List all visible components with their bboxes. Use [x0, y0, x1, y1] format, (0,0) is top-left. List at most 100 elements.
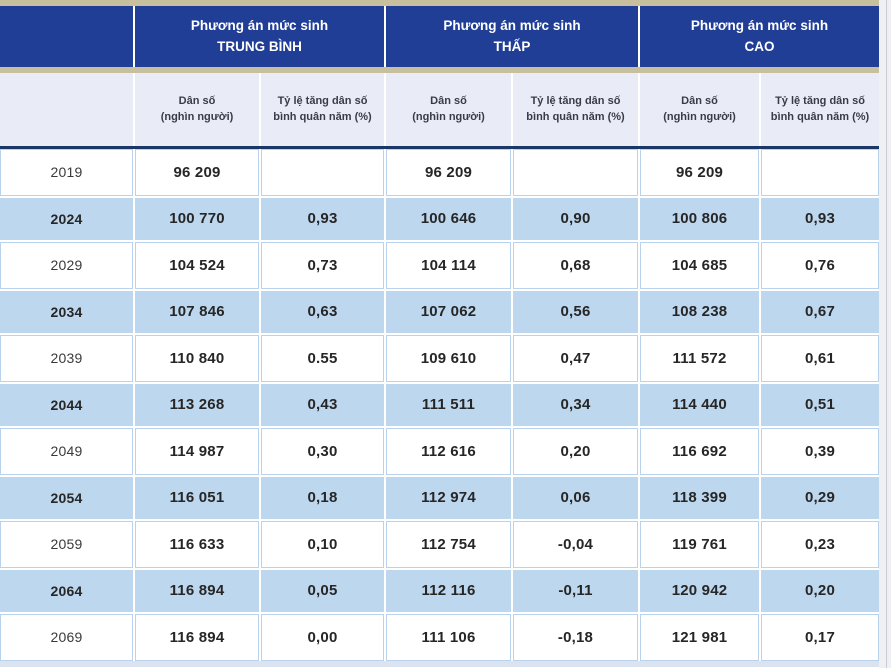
value-cell: 108 238	[640, 288, 759, 335]
year-cell: 2039	[0, 335, 133, 382]
value-cell: 116 894	[135, 567, 259, 614]
table-row: 2029 104 524 0,73 104 114 0,68 104 685 0…	[0, 242, 879, 289]
table-row: 2019 96 209 96 209 96 209	[0, 149, 879, 196]
mid-tan-strip	[0, 67, 879, 73]
value-cell: 0,30	[261, 428, 384, 475]
column-header-row: Dân số (nghìn người) Tỷ lệ tăng dân số b…	[0, 73, 879, 146]
population-column-header: Dân số (nghìn người)	[386, 73, 511, 146]
value-cell: 0,34	[513, 381, 638, 428]
population-column-header: Dân số (nghìn người)	[640, 73, 759, 146]
year-cell: 2034	[0, 288, 133, 335]
value-cell: 104 524	[135, 242, 259, 289]
value-cell: 121 981	[640, 614, 759, 661]
value-cell: 113 268	[135, 381, 259, 428]
table-row: 2064 116 894 0,05 112 116 -0,11 120 942 …	[0, 567, 879, 614]
year-cell: 2029	[0, 242, 133, 289]
value-cell: 109 610	[386, 335, 511, 382]
table-row: 2024 100 770 0,93 100 646 0,90 100 806 0…	[0, 195, 879, 242]
value-cell: 0,20	[761, 567, 879, 614]
value-cell: 104 114	[386, 242, 511, 289]
bottom-strip	[0, 660, 879, 667]
growth-rate-column-header: Tỷ lệ tăng dân số bình quân năm (%)	[261, 73, 384, 146]
table-row: 2039 110 840 0.55 109 610 0,47 111 572 0…	[0, 335, 879, 382]
value-cell: 110 840	[135, 335, 259, 382]
value-cell: 0,93	[761, 195, 879, 242]
value-cell: 96 209	[640, 149, 759, 196]
value-cell: 120 942	[640, 567, 759, 614]
value-cell: 0,61	[761, 335, 879, 382]
table-row: 2034 107 846 0,63 107 062 0,56 108 238 0…	[0, 288, 879, 335]
group-header-medium: Phương án mức sinh TRUNG BÌNH	[135, 6, 384, 67]
table-row: 2049 114 987 0,30 112 616 0,20 116 692 0…	[0, 428, 879, 475]
value-cell: 112 754	[386, 521, 511, 568]
value-cell	[513, 149, 638, 196]
value-cell: 112 974	[386, 474, 511, 521]
year-cell: 2064	[0, 567, 133, 614]
top-tan-strip	[0, 0, 879, 6]
value-cell: 112 616	[386, 428, 511, 475]
growth-rate-column-header: Tỷ lệ tăng dân số bình quân năm (%)	[513, 73, 638, 146]
value-cell: 0,67	[761, 288, 879, 335]
value-cell: 0,73	[261, 242, 384, 289]
value-cell: 100 770	[135, 195, 259, 242]
value-cell: 0,47	[513, 335, 638, 382]
value-cell: 0,68	[513, 242, 638, 289]
table-row: 2044 113 268 0,43 111 511 0,34 114 440 0…	[0, 381, 879, 428]
value-cell: 0,43	[261, 381, 384, 428]
value-cell: 0,51	[761, 381, 879, 428]
year-cell: 2024	[0, 195, 133, 242]
year-cell: 2019	[0, 149, 133, 196]
table-row: 2054 116 051 0,18 112 974 0,06 118 399 0…	[0, 474, 879, 521]
year-cell: 2059	[0, 521, 133, 568]
page-right-gutter	[879, 0, 891, 668]
year-cell: 2049	[0, 428, 133, 475]
value-cell: 0,39	[761, 428, 879, 475]
value-cell: -0,04	[513, 521, 638, 568]
year-cell: 2044	[0, 381, 133, 428]
group-header-low: Phương án mức sinh THẤP	[386, 6, 638, 67]
population-column-header: Dân số (nghìn người)	[135, 73, 259, 146]
year-cell: 2054	[0, 474, 133, 521]
value-cell: 100 646	[386, 195, 511, 242]
value-cell	[261, 149, 384, 196]
value-cell: 116 692	[640, 428, 759, 475]
value-cell: 116 633	[135, 521, 259, 568]
growth-rate-column-header: Tỷ lệ tăng dân số bình quân năm (%)	[761, 73, 879, 146]
value-cell: 0,56	[513, 288, 638, 335]
year-column-header	[0, 73, 133, 146]
corner-header-cell	[0, 6, 133, 67]
value-cell: 114 440	[640, 381, 759, 428]
value-cell: 0,29	[761, 474, 879, 521]
value-cell: -0,11	[513, 567, 638, 614]
value-cell: 0,18	[261, 474, 384, 521]
value-cell: 96 209	[135, 149, 259, 196]
table-row: 2069 116 894 0,00 111 106 -0,18 121 981 …	[0, 614, 879, 661]
value-cell: 107 062	[386, 288, 511, 335]
value-cell: 0,17	[761, 614, 879, 661]
value-cell	[761, 149, 879, 196]
value-cell: 96 209	[386, 149, 511, 196]
value-cell: 0.55	[261, 335, 384, 382]
table-body: 2019 96 209 96 209 96 209 2024 100 770 0…	[0, 149, 879, 661]
value-cell: 0,90	[513, 195, 638, 242]
year-cell: 2069	[0, 614, 133, 661]
value-cell: 107 846	[135, 288, 259, 335]
value-cell: 111 511	[386, 381, 511, 428]
value-cell: 100 806	[640, 195, 759, 242]
value-cell: 0,93	[261, 195, 384, 242]
value-cell: 0,20	[513, 428, 638, 475]
table-row: 2059 116 633 0,10 112 754 -0,04 119 761 …	[0, 521, 879, 568]
value-cell: 104 685	[640, 242, 759, 289]
group-header-row: Phương án mức sinh TRUNG BÌNH Phương án …	[0, 6, 879, 67]
value-cell: 0,63	[261, 288, 384, 335]
value-cell: 112 116	[386, 567, 511, 614]
value-cell: 118 399	[640, 474, 759, 521]
value-cell: 0,00	[261, 614, 384, 661]
header-body-divider	[0, 146, 879, 149]
value-cell: 119 761	[640, 521, 759, 568]
value-cell: 0,10	[261, 521, 384, 568]
value-cell: 114 987	[135, 428, 259, 475]
group-header-high: Phương án mức sinh CAO	[640, 6, 879, 67]
